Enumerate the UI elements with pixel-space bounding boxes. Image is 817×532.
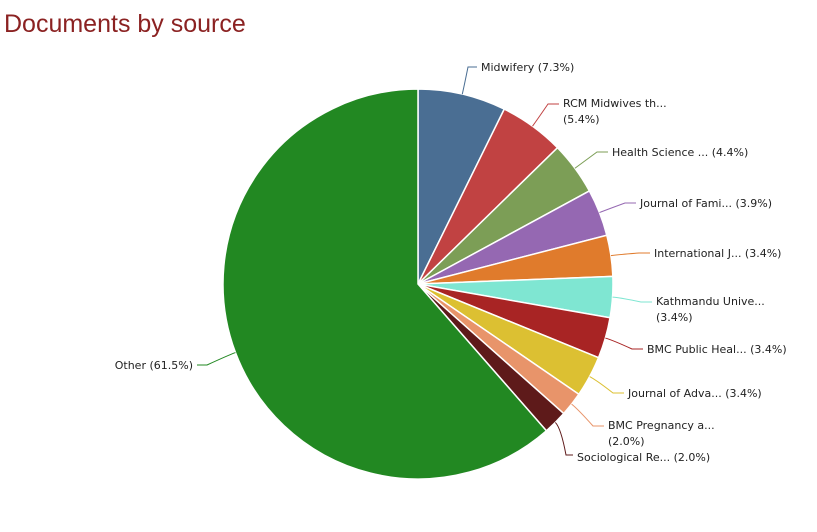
- chart-title: Documents by source: [4, 10, 246, 38]
- slice-label-3: Journal of Fami... (3.9%): [639, 197, 772, 210]
- leader-line-7: [589, 376, 624, 394]
- slice-label-9: Sociological Re... (2.0%): [577, 451, 710, 464]
- leader-line-0: [461, 66, 477, 95]
- leader-line-10: [197, 352, 236, 366]
- slice-label-1: RCM Midwives th... (5.4%): [563, 97, 667, 126]
- leader-line-4: [610, 252, 650, 257]
- leader-line-9: [554, 422, 573, 456]
- leader-line-1: [532, 103, 559, 127]
- slice-label-0: Midwifery (7.3%): [481, 61, 574, 74]
- leader-line-5: [612, 296, 652, 303]
- leader-line-6: [605, 337, 643, 350]
- slice-label-2: Health Science ... (4.4%): [612, 146, 748, 159]
- slice-label-5: Kathmandu Unive... (3.4%): [656, 295, 765, 324]
- slice-label-6: BMC Public Heal... (3.4%): [647, 343, 787, 356]
- leader-line-2: [574, 151, 608, 169]
- slice-label-8: BMC Pregnancy a... (2.0%): [608, 419, 715, 448]
- leader-line-8: [571, 403, 604, 427]
- slice-label-10: Other (61.5%): [115, 359, 193, 372]
- pie-slice-10[interactable]: [222, 88, 548, 480]
- slice-label-4: International J... (3.4%): [654, 247, 781, 260]
- slice-label-7: Journal of Adva... (3.4%): [627, 387, 762, 400]
- leader-line-3: [599, 202, 636, 214]
